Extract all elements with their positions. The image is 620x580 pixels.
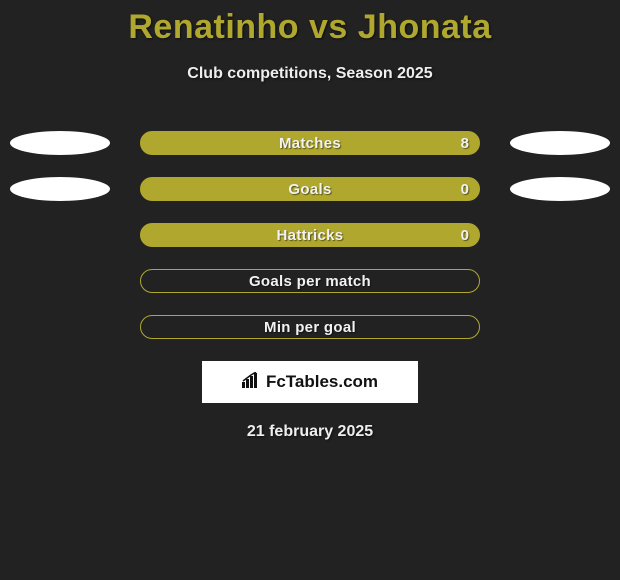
logo: FcTables.com [242,372,378,393]
bar-chart-icon [242,372,262,393]
stat-bar: Matches 8 [140,131,480,155]
page-title: Renatinho vs Jhonata [0,0,620,47]
stat-label: Goals [288,181,331,198]
stat-bar: Min per goal [140,315,480,339]
stat-bar: Hattricks 0 [140,223,480,247]
stat-label: Min per goal [264,319,356,336]
left-ellipse-icon [10,177,110,201]
stat-row: Goals 0 [0,177,620,201]
subtitle: Club competitions, Season 2025 [0,65,620,83]
logo-text: FcTables.com [266,372,378,392]
stat-label: Matches [279,135,341,152]
stat-rows: Matches 8 Goals 0 Hattricks 0 Goals per match M… [0,131,620,339]
stat-value: 0 [461,227,469,244]
stat-value: 8 [461,135,469,152]
stat-label: Goals per match [249,273,371,290]
stat-row: Matches 8 [0,131,620,155]
stat-row: Hattricks 0 [0,223,620,247]
stat-bar: Goals per match [140,269,480,293]
stat-bar: Goals 0 [140,177,480,201]
right-ellipse-icon [510,177,610,201]
stat-row: Min per goal [0,315,620,339]
right-ellipse-icon [510,131,610,155]
logo-box: FcTables.com [202,361,418,403]
left-ellipse-icon [10,131,110,155]
stat-label: Hattricks [277,227,344,244]
date-label: 21 february 2025 [0,423,620,441]
stat-value: 0 [461,181,469,198]
stat-row: Goals per match [0,269,620,293]
